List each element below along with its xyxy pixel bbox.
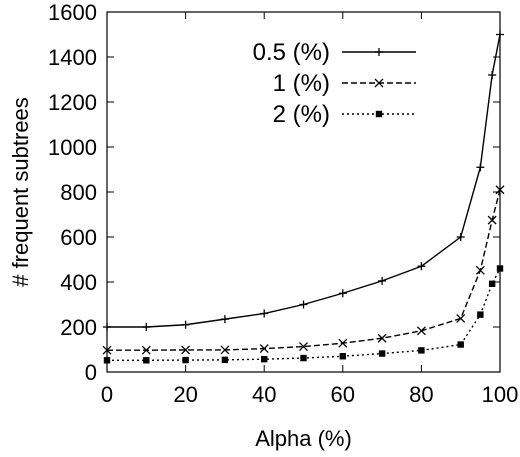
data-point <box>143 357 150 364</box>
data-point <box>378 276 387 285</box>
y-tick-label: 800 <box>60 180 97 205</box>
data-point <box>496 265 504 272</box>
series-1 <box>103 30 504 331</box>
data-point <box>377 333 387 343</box>
data-point <box>417 262 426 271</box>
marker-d2 <box>416 326 426 336</box>
data-point <box>487 215 497 225</box>
data-point <box>456 313 466 323</box>
marker-d2 <box>475 265 485 275</box>
y-tick-label: 600 <box>60 225 97 250</box>
series-2 <box>102 185 505 355</box>
x-tick-label: 0 <box>101 382 113 407</box>
data-point <box>416 326 426 336</box>
marker-d2 <box>102 345 112 355</box>
data-point <box>221 356 229 364</box>
data-point <box>220 345 230 355</box>
marker-d2 <box>495 185 505 195</box>
data-point <box>102 345 112 355</box>
y-tick-label: 400 <box>60 270 97 295</box>
data-point <box>299 342 308 352</box>
data-point <box>475 265 485 275</box>
data-point <box>103 357 111 364</box>
x-tick-label: 40 <box>252 382 276 407</box>
marker-d2 <box>487 215 497 225</box>
series-layer <box>102 30 505 364</box>
data-point <box>338 338 348 348</box>
marker-d2 <box>456 313 466 323</box>
data-point <box>103 323 111 331</box>
x-axis-title: Alpha (%) <box>255 426 352 451</box>
data-point <box>141 345 151 355</box>
data-point <box>182 356 189 364</box>
marker-d2 <box>374 78 384 88</box>
marker-d2 <box>299 342 308 352</box>
marker-d2 <box>377 333 387 343</box>
data-point <box>488 280 496 287</box>
legend-label: 1 (%) <box>273 70 330 97</box>
y-axis-title: # frequent subtrees <box>8 97 33 287</box>
data-point <box>181 345 191 355</box>
data-point <box>418 347 425 354</box>
data-point <box>261 355 268 363</box>
marker-d2 <box>259 344 269 354</box>
data-point <box>339 353 346 360</box>
x-tick-label: 20 <box>173 382 197 407</box>
y-tick-label: 1400 <box>48 45 97 70</box>
data-point <box>300 354 307 362</box>
y-tick-label: 1600 <box>48 0 97 25</box>
data-point <box>260 309 269 318</box>
data-point <box>476 163 485 172</box>
data-point <box>495 185 505 195</box>
plot-frame <box>106 11 501 373</box>
legend-label: 0.5 (%) <box>253 39 330 66</box>
data-point <box>457 341 464 348</box>
legend-marker <box>374 78 384 88</box>
data-point <box>181 320 190 329</box>
marker-d2 <box>220 345 230 355</box>
legend-item-1: 0.5 (%) <box>253 39 416 66</box>
y-tick-label: 1000 <box>48 135 97 160</box>
data-point <box>477 311 484 318</box>
data-point <box>456 233 465 241</box>
marker-d2 <box>338 338 348 348</box>
data-point <box>378 350 386 357</box>
data-point <box>142 323 151 331</box>
x-tick-label: 80 <box>409 382 433 407</box>
data-point <box>259 344 269 354</box>
axis-layer: 0 200 400 600 800 1000 1200 1400 1600 0 20 40 60 80 10… <box>8 0 518 451</box>
x-tick-label: 100 <box>482 382 519 407</box>
y-tick-label: 1200 <box>48 90 97 115</box>
series-3 <box>103 265 504 364</box>
data-point <box>299 300 308 309</box>
data-point <box>488 71 497 79</box>
legend-item-3: 2 (%) <box>273 101 416 128</box>
legend-marker <box>375 110 383 118</box>
marker-d2 <box>181 345 191 355</box>
y-tick-label: 200 <box>60 315 97 340</box>
data-point <box>496 30 504 39</box>
legend-marker <box>375 48 383 56</box>
y-tick-label: 0 <box>85 360 97 385</box>
x-tick-label: 60 <box>331 382 355 407</box>
data-point <box>338 289 347 298</box>
data-point <box>220 315 229 324</box>
legend-label: 2 (%) <box>273 101 330 128</box>
marker-d2 <box>141 345 151 355</box>
legend-item-2: 1 (%) <box>273 70 416 97</box>
legend: 0.5 (%) 1 (%) 2 (%) <box>253 39 416 128</box>
